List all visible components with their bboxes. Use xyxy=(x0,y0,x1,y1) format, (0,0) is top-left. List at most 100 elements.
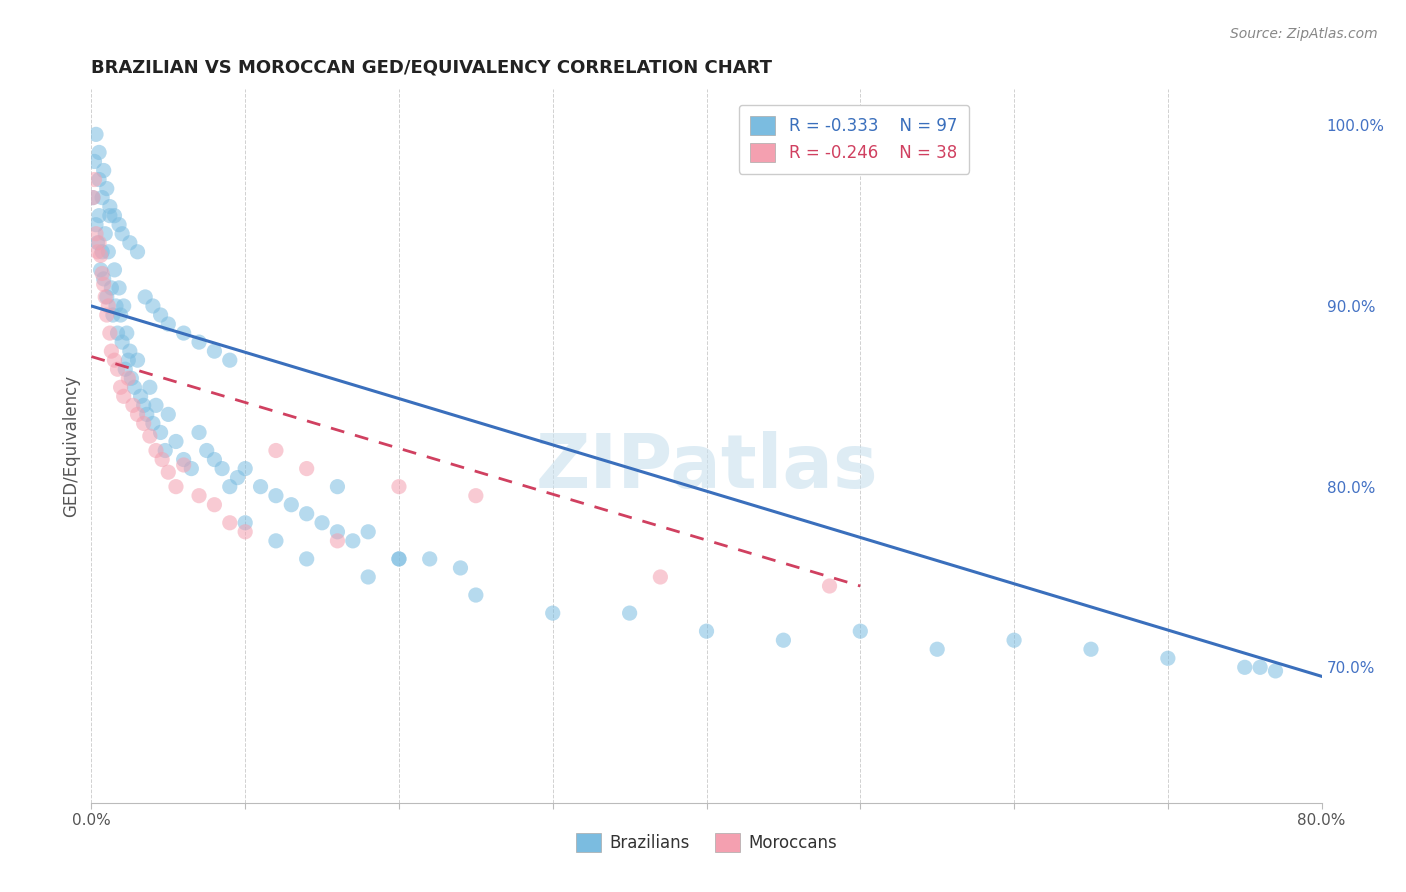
Point xyxy=(342,533,364,548)
Point xyxy=(103,209,125,223)
Point xyxy=(108,281,131,295)
Point xyxy=(188,489,211,503)
Point xyxy=(90,248,112,262)
Point xyxy=(233,516,256,530)
Point xyxy=(91,244,114,259)
Point xyxy=(118,344,141,359)
Point xyxy=(94,290,117,304)
Point xyxy=(98,326,121,340)
Point xyxy=(357,524,380,539)
Point xyxy=(165,434,187,449)
Point xyxy=(195,443,218,458)
Text: BRAZILIAN VS MOROCCAN GED/EQUIVALENCY CORRELATION CHART: BRAZILIAN VS MOROCCAN GED/EQUIVALENCY CO… xyxy=(91,59,772,77)
Point xyxy=(94,227,117,241)
Point xyxy=(117,371,139,385)
Point xyxy=(82,191,104,205)
Point xyxy=(127,353,149,368)
Point xyxy=(103,263,125,277)
Point xyxy=(696,624,718,639)
Point xyxy=(86,235,108,250)
Point xyxy=(619,606,641,620)
Point xyxy=(326,480,349,494)
Point xyxy=(202,452,225,467)
Point xyxy=(157,408,180,422)
Point xyxy=(165,480,187,494)
Point xyxy=(124,380,146,394)
Point xyxy=(91,191,114,205)
Point xyxy=(112,299,135,313)
Point xyxy=(135,408,157,422)
Point xyxy=(91,267,114,281)
Point xyxy=(127,244,149,259)
Point xyxy=(388,480,411,494)
Point xyxy=(357,570,380,584)
Point xyxy=(541,606,564,620)
Point xyxy=(101,308,124,322)
Point xyxy=(280,498,302,512)
Point xyxy=(93,272,115,286)
Point xyxy=(111,227,134,241)
Point xyxy=(134,290,156,304)
Point xyxy=(388,552,411,566)
Point xyxy=(772,633,794,648)
Point xyxy=(650,570,672,584)
Point xyxy=(118,235,141,250)
Point xyxy=(86,244,108,259)
Point xyxy=(87,209,110,223)
Point xyxy=(105,299,127,313)
Point xyxy=(122,398,145,412)
Point xyxy=(139,429,162,443)
Point xyxy=(100,344,122,359)
Point xyxy=(449,561,471,575)
Point xyxy=(1233,660,1256,674)
Point xyxy=(149,425,172,440)
Point xyxy=(96,308,118,322)
Point xyxy=(93,163,115,178)
Point xyxy=(132,398,155,412)
Point xyxy=(90,263,112,277)
Point xyxy=(211,461,233,475)
Point xyxy=(264,533,287,548)
Point xyxy=(326,524,349,539)
Point xyxy=(145,398,167,412)
Point xyxy=(218,353,240,368)
Point xyxy=(311,516,333,530)
Point xyxy=(1264,664,1286,678)
Point xyxy=(464,489,486,503)
Point xyxy=(87,235,110,250)
Point xyxy=(419,552,441,566)
Point xyxy=(295,552,318,566)
Point xyxy=(202,498,225,512)
Point xyxy=(927,642,949,657)
Point xyxy=(295,461,318,475)
Point xyxy=(107,326,129,340)
Point xyxy=(83,172,105,186)
Point xyxy=(112,389,135,403)
Point xyxy=(111,335,134,350)
Point xyxy=(110,380,132,394)
Point xyxy=(100,281,122,295)
Point xyxy=(82,191,104,205)
Point xyxy=(173,452,195,467)
Point xyxy=(202,344,225,359)
Point xyxy=(157,317,180,331)
Point xyxy=(218,480,240,494)
Point xyxy=(84,128,107,142)
Y-axis label: GED/Equivalency: GED/Equivalency xyxy=(62,375,80,517)
Point xyxy=(1002,633,1025,648)
Point xyxy=(117,353,139,368)
Point xyxy=(295,507,318,521)
Point xyxy=(326,533,349,548)
Point xyxy=(388,552,411,566)
Point xyxy=(96,181,118,195)
Point xyxy=(188,425,211,440)
Point xyxy=(115,326,138,340)
Point xyxy=(180,461,202,475)
Point xyxy=(97,244,120,259)
Point xyxy=(157,465,180,479)
Point xyxy=(173,458,195,472)
Point xyxy=(150,452,173,467)
Point xyxy=(226,470,249,484)
Point xyxy=(87,172,110,186)
Point xyxy=(98,209,121,223)
